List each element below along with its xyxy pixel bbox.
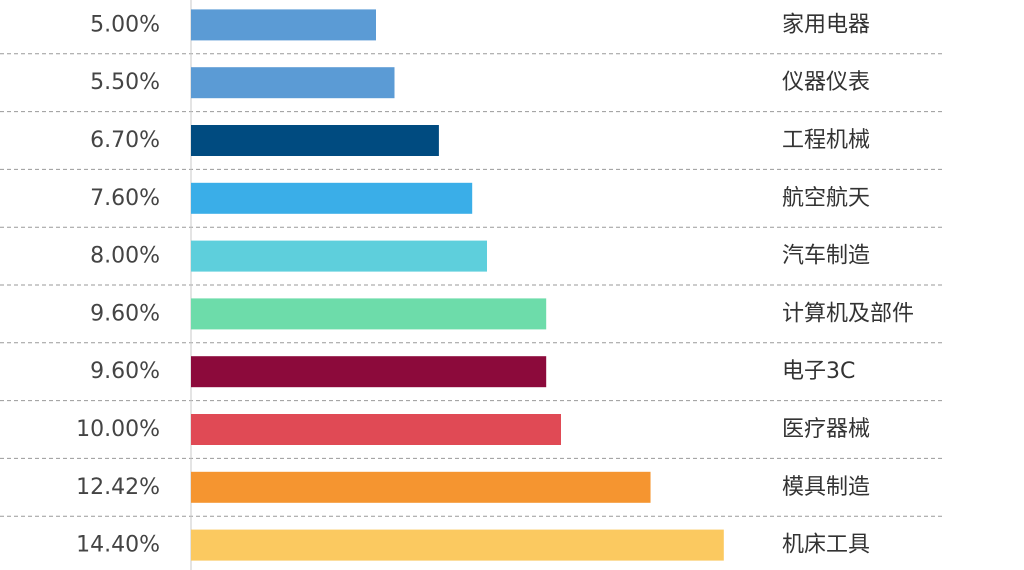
value-label: 6.70% bbox=[90, 128, 160, 153]
bar bbox=[191, 529, 724, 561]
bar bbox=[191, 298, 547, 330]
bar bbox=[191, 9, 376, 41]
value-label: 5.00% bbox=[90, 12, 160, 37]
category-label: 模具制造 bbox=[782, 475, 870, 500]
value-label: 7.60% bbox=[90, 186, 160, 211]
value-label: 14.40% bbox=[76, 533, 160, 558]
bar bbox=[191, 67, 395, 99]
bar bbox=[191, 414, 561, 445]
value-label: 12.42% bbox=[76, 475, 160, 500]
value-label: 10.00% bbox=[76, 417, 160, 442]
category-label: 仪器仪表 bbox=[782, 70, 870, 95]
row-separators bbox=[0, 53, 945, 517]
bar bbox=[191, 356, 547, 388]
category-label: 计算机及部件 bbox=[782, 301, 914, 326]
value-label: 9.60% bbox=[90, 359, 160, 384]
value-label: 9.60% bbox=[90, 301, 160, 326]
bar bbox=[191, 125, 439, 156]
bar bbox=[191, 471, 651, 503]
category-label: 汽车制造 bbox=[782, 244, 870, 269]
category-label: 医疗器械 bbox=[782, 417, 870, 442]
category-label: 航空航天 bbox=[782, 186, 870, 211]
category-label: 电子3C bbox=[782, 359, 855, 384]
category-label: 家用电器 bbox=[782, 12, 870, 37]
bars-group bbox=[191, 9, 724, 561]
value-labels-group: 5.00% 5.50% 6.70% 7.60% 8.00% 9.60% 9.60% 10.00… bbox=[76, 12, 160, 557]
value-label: 5.50% bbox=[90, 70, 160, 95]
category-label: 工程机械 bbox=[782, 128, 870, 153]
bar bbox=[191, 182, 473, 214]
value-label: 8.00% bbox=[90, 244, 160, 269]
bar bbox=[191, 240, 487, 272]
category-label: 机床工具 bbox=[782, 533, 870, 558]
